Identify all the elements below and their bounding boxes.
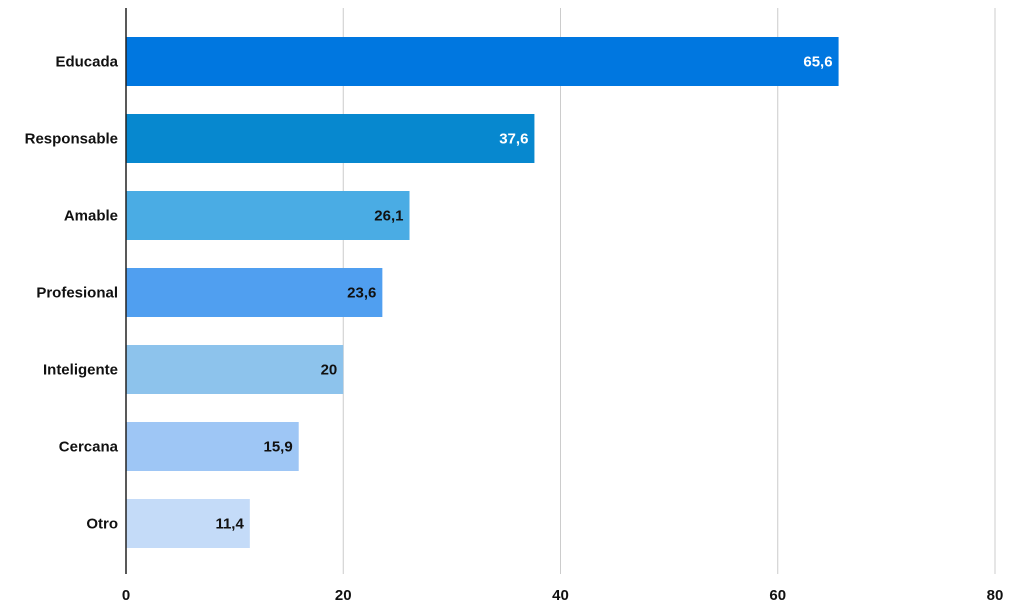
data-label: 20 [321,362,338,379]
bars [126,37,839,548]
gridlines [342,8,996,574]
x-tick-label: 40 [552,587,569,604]
category-label: Educada [55,54,118,71]
bar-cercana [126,422,299,471]
bar-educada [126,37,839,86]
category-labels: Educada Responsable Amable Profesional Intel… [25,54,119,533]
x-tick-label: 0 [122,587,130,604]
data-label: 26,1 [374,208,403,225]
data-label: 23,6 [347,285,376,302]
value-labels: 65,6 37,6 26,1 23,6 20 15,9 11,4 [215,54,832,533]
category-label: Inteligente [43,362,118,379]
category-label: Responsable [25,131,118,148]
data-label: 65,6 [803,54,832,71]
category-label: Otro [86,516,118,533]
x-tick-label: 80 [987,587,1004,604]
bar-profesional [126,268,383,317]
data-label: 15,9 [264,439,293,456]
x-tick-label: 60 [769,587,786,604]
category-label: Profesional [36,285,118,302]
bar-responsable [126,114,535,163]
bar-amable [126,191,410,240]
category-label: Cercana [59,439,119,456]
data-label: 11,4 [215,516,244,533]
x-tick-label: 20 [335,587,352,604]
category-label: Amable [64,208,118,225]
data-label: 37,6 [499,131,528,148]
bar-inteligente [126,345,344,394]
x-tick-labels: 0 20 40 60 80 [122,587,1004,604]
bar-otro [126,499,250,548]
